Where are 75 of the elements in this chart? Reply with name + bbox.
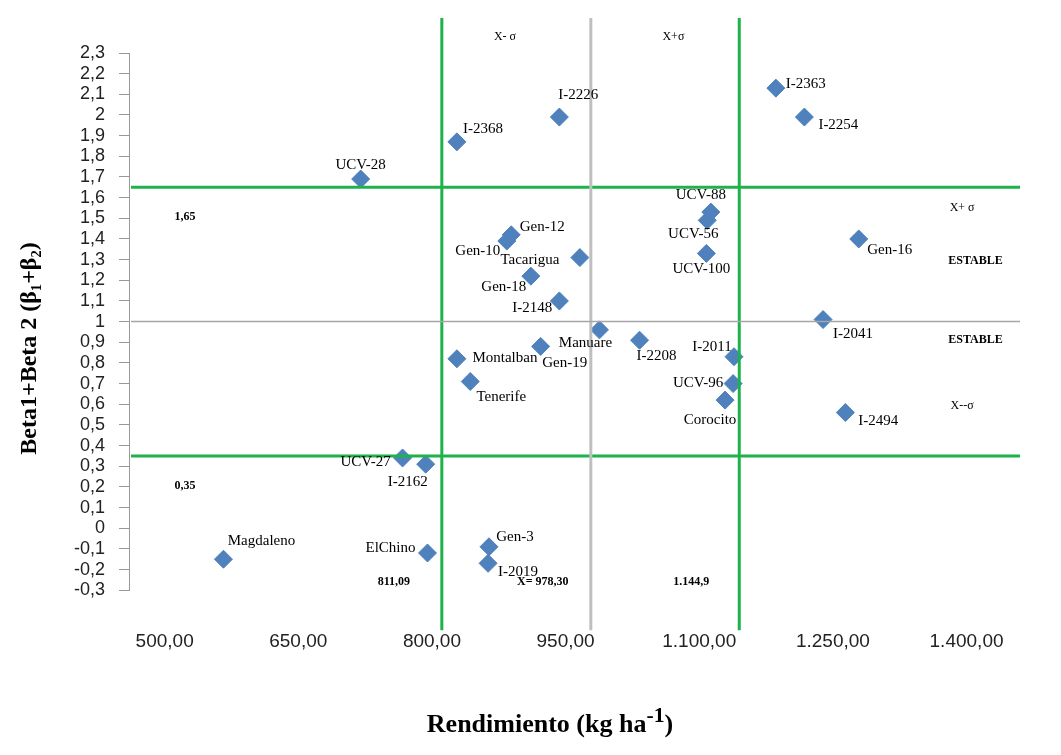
annotation: Gen-18 (481, 278, 527, 295)
ref-line-label: 0,35 (174, 477, 196, 492)
y-tick-label: 0,1 (79, 496, 106, 517)
y-tick-label: 2,3 (79, 41, 106, 62)
x-axis-title: Rendimiento (kg ha$^{-1}$) (425, 703, 675, 739)
y-tick-label: 1,1 (79, 289, 106, 310)
ref-line-label: 1,65 (174, 209, 196, 224)
annotation: UCV-56 (668, 225, 719, 242)
y-tick-label: 0,2 (79, 475, 106, 496)
annotation: I-2162 (387, 473, 428, 490)
x-tick-label: 1.250,00 (795, 629, 870, 651)
ref-line-label: 1.144,9 (673, 574, 710, 589)
y-tick-label: -0,1 (73, 537, 106, 558)
y-tick-label: 0,5 (79, 413, 106, 434)
annotation: Tenerife (476, 388, 527, 405)
annotation: UCV-28 (335, 155, 386, 172)
text: X+σ (662, 29, 685, 44)
y-tick-label: 1 (95, 310, 106, 331)
annotation: Gen-12 (519, 217, 565, 234)
annotation: UCV-100 (672, 260, 731, 277)
annotation: X--σ (950, 398, 975, 413)
annotation: UCV-27 (340, 452, 392, 469)
y-tick-label: 1,7 (79, 165, 106, 186)
annotation: I-2041 (833, 325, 874, 342)
y-tick-label: -0,3 (73, 579, 106, 600)
annotation: ElChino (365, 538, 416, 555)
y-tick-label: 2 (95, 103, 106, 124)
annotation: I-2254 (818, 115, 859, 132)
annotation: UCV-88 (675, 186, 726, 203)
annotation: Gen-3 (496, 527, 534, 544)
y-tick-label: 1,5 (79, 207, 106, 228)
annotation: I-2368 (462, 119, 503, 136)
annotation: Gen-10 (455, 241, 501, 258)
x-tick-label: 1.400,00 (929, 629, 1004, 651)
y-tick-label: 1,8 (79, 145, 106, 166)
annotation: Magdaleno (227, 532, 296, 549)
annotation: ESTABLE (948, 252, 1003, 267)
annotation: Manuare (558, 333, 613, 350)
x-tick-label: 1.100,00 (662, 629, 737, 651)
y-tick-label: 1,9 (79, 124, 106, 145)
annotation: I-2363 (785, 75, 826, 92)
annotation: Gen-19 (542, 354, 588, 371)
y-tick-label: 2,2 (79, 62, 106, 83)
annotation: ESTABLE (948, 332, 1003, 347)
y-tick-label: 0,9 (79, 331, 106, 352)
y-axis-title: Beta1+Beta 2 (β₁+β₂) (14, 241, 42, 455)
y-tick-label: 1,4 (79, 227, 106, 248)
annotation: UCV-96 (672, 373, 724, 390)
y-tick-label: 0,4 (79, 434, 106, 455)
x-tick-label: 650,00 (269, 629, 328, 651)
y-tick-label: 0,7 (79, 372, 106, 393)
x-tick-label: 950,00 (536, 629, 595, 651)
annotation: Corocito (683, 411, 737, 428)
annotation: I-2011 (692, 337, 732, 354)
annotation: I-2494 (858, 412, 899, 429)
annotation: X+ σ (949, 200, 976, 215)
annotation: I-2208 (636, 347, 677, 364)
text: X- σ (493, 29, 517, 44)
annotation: Gen-16 (867, 240, 913, 257)
x-tick-label: 500,00 (135, 629, 194, 651)
y-tick-label: 1,2 (79, 269, 106, 290)
y-tick-label: -0,2 (73, 558, 106, 579)
y-tick-label: 0,6 (79, 393, 106, 414)
y-tick-label: 1,6 (79, 186, 106, 207)
y-tick-label: 1,3 (79, 248, 106, 269)
annotation: Montalban (472, 348, 538, 365)
ref-line-label: 811,09 (377, 574, 410, 589)
y-tick-label: 0,8 (79, 351, 106, 372)
annotation: Tacarigua (500, 251, 560, 268)
annotation: I-2226 (558, 85, 599, 102)
annotation: I-2148 (512, 298, 553, 315)
x-tick-label: 800,00 (402, 629, 462, 651)
y-tick-label: 0 (95, 517, 106, 538)
y-tick-label: 0,3 (79, 455, 106, 476)
y-tick-label: 2,1 (79, 83, 106, 104)
